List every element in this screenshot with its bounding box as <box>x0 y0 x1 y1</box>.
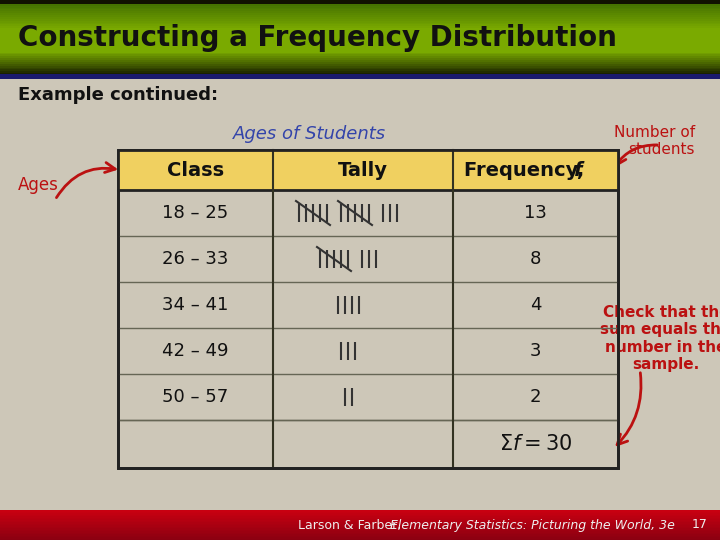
FancyBboxPatch shape <box>0 68 720 69</box>
FancyBboxPatch shape <box>0 30 720 32</box>
FancyBboxPatch shape <box>0 41 720 43</box>
FancyBboxPatch shape <box>0 526 720 528</box>
FancyBboxPatch shape <box>0 55 720 56</box>
FancyBboxPatch shape <box>0 64 720 66</box>
FancyBboxPatch shape <box>0 532 720 534</box>
Text: f: f <box>573 160 582 179</box>
Text: Example continued:: Example continued: <box>18 86 218 104</box>
FancyBboxPatch shape <box>0 60 720 62</box>
FancyBboxPatch shape <box>0 528 720 530</box>
Text: Tally: Tally <box>338 160 388 179</box>
Text: Larson & Farber,: Larson & Farber, <box>298 518 402 531</box>
FancyBboxPatch shape <box>0 36 720 37</box>
FancyBboxPatch shape <box>0 74 720 79</box>
FancyBboxPatch shape <box>0 0 720 4</box>
FancyBboxPatch shape <box>0 521 720 522</box>
Text: 18 – 25: 18 – 25 <box>163 204 229 222</box>
Text: Check that the
sum equals the
number in the
sample.: Check that the sum equals the number in … <box>600 305 720 372</box>
FancyBboxPatch shape <box>0 519 720 521</box>
FancyBboxPatch shape <box>0 515 720 516</box>
FancyBboxPatch shape <box>0 538 720 540</box>
Text: 2: 2 <box>530 388 541 406</box>
Text: Ages of Students: Ages of Students <box>233 125 387 143</box>
FancyBboxPatch shape <box>0 522 720 523</box>
FancyBboxPatch shape <box>0 531 720 532</box>
FancyBboxPatch shape <box>0 58 720 60</box>
FancyBboxPatch shape <box>0 21 720 23</box>
FancyBboxPatch shape <box>0 28 720 30</box>
Text: 50 – 57: 50 – 57 <box>163 388 229 406</box>
Text: 3: 3 <box>530 342 541 360</box>
FancyBboxPatch shape <box>0 525 720 526</box>
FancyBboxPatch shape <box>0 23 720 24</box>
FancyBboxPatch shape <box>0 8 720 9</box>
Text: Elementary Statistics: Picturing the World, 3e: Elementary Statistics: Picturing the Wor… <box>386 518 675 531</box>
FancyBboxPatch shape <box>0 0 720 2</box>
FancyBboxPatch shape <box>0 530 720 531</box>
FancyBboxPatch shape <box>0 2 720 4</box>
FancyBboxPatch shape <box>0 26 720 28</box>
FancyBboxPatch shape <box>0 62 720 64</box>
FancyBboxPatch shape <box>0 15 720 17</box>
Text: Constructing a Frequency Distribution: Constructing a Frequency Distribution <box>18 24 617 51</box>
FancyBboxPatch shape <box>0 516 720 517</box>
FancyBboxPatch shape <box>0 69 720 71</box>
FancyBboxPatch shape <box>0 534 720 536</box>
Text: 42 – 49: 42 – 49 <box>162 342 229 360</box>
FancyBboxPatch shape <box>0 51 720 52</box>
FancyBboxPatch shape <box>0 33 720 36</box>
FancyBboxPatch shape <box>0 536 720 537</box>
Text: 4: 4 <box>530 296 541 314</box>
FancyBboxPatch shape <box>0 523 720 525</box>
FancyBboxPatch shape <box>118 150 618 190</box>
FancyBboxPatch shape <box>0 56 720 58</box>
Text: Ages: Ages <box>18 176 59 194</box>
Text: 13: 13 <box>524 204 547 222</box>
Text: 8: 8 <box>530 250 541 268</box>
FancyBboxPatch shape <box>0 19 720 21</box>
FancyBboxPatch shape <box>0 510 720 511</box>
FancyBboxPatch shape <box>118 150 618 468</box>
Text: Class: Class <box>167 160 224 179</box>
Text: 17: 17 <box>692 518 708 531</box>
Text: 26 – 33: 26 – 33 <box>162 250 229 268</box>
Text: Frequency,: Frequency, <box>464 160 591 179</box>
FancyBboxPatch shape <box>0 66 720 68</box>
FancyBboxPatch shape <box>0 513 720 515</box>
FancyBboxPatch shape <box>0 49 720 51</box>
FancyBboxPatch shape <box>0 9 720 11</box>
FancyBboxPatch shape <box>0 52 720 55</box>
FancyBboxPatch shape <box>0 517 720 519</box>
FancyBboxPatch shape <box>0 5 720 8</box>
FancyBboxPatch shape <box>0 43 720 45</box>
FancyBboxPatch shape <box>0 47 720 49</box>
FancyBboxPatch shape <box>0 13 720 15</box>
FancyBboxPatch shape <box>0 73 720 75</box>
FancyBboxPatch shape <box>0 4 720 5</box>
FancyBboxPatch shape <box>0 537 720 538</box>
FancyBboxPatch shape <box>0 32 720 33</box>
Text: Number of
students: Number of students <box>614 125 695 157</box>
FancyBboxPatch shape <box>0 24 720 26</box>
FancyBboxPatch shape <box>0 11 720 13</box>
Text: 34 – 41: 34 – 41 <box>162 296 229 314</box>
FancyBboxPatch shape <box>0 39 720 41</box>
FancyBboxPatch shape <box>0 17 720 19</box>
FancyBboxPatch shape <box>0 45 720 47</box>
Text: $\Sigma f = 30$: $\Sigma f = 30$ <box>499 434 572 454</box>
FancyBboxPatch shape <box>0 37 720 39</box>
FancyBboxPatch shape <box>0 511 720 513</box>
FancyBboxPatch shape <box>0 71 720 73</box>
